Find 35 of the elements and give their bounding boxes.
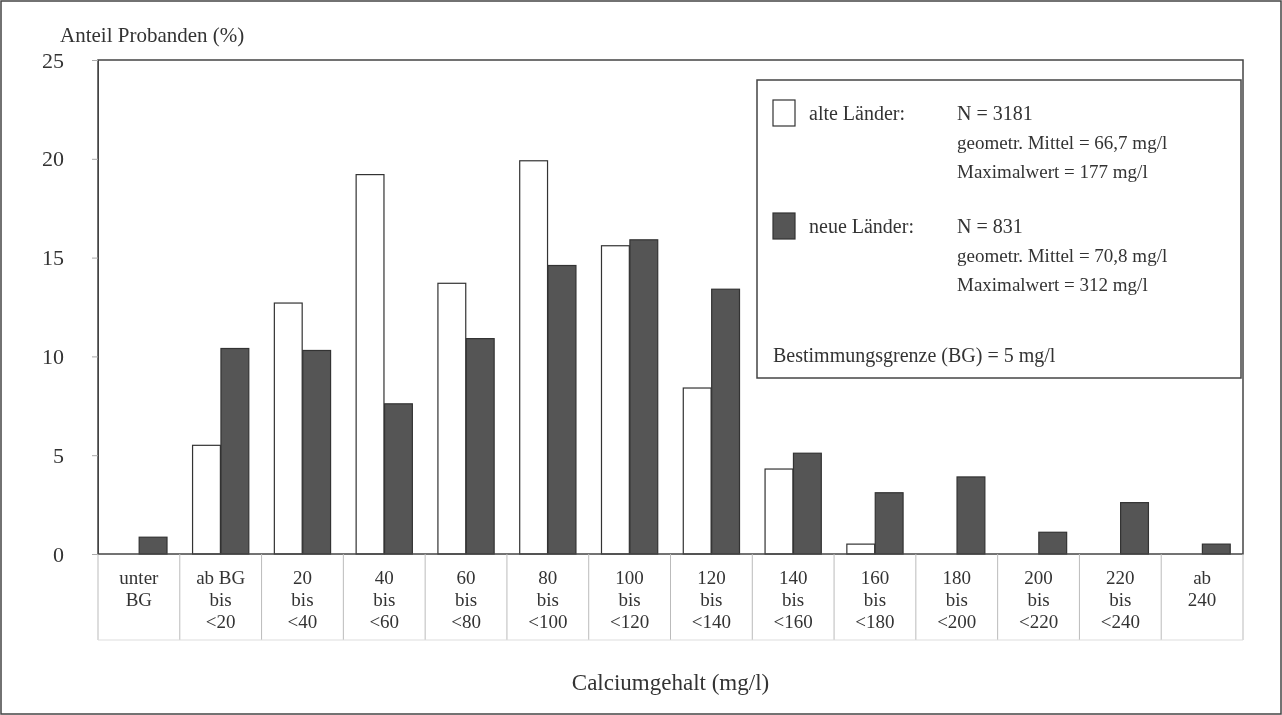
legend-label: neue Länder:	[809, 215, 914, 237]
annotation: Maximalwert = 312 mg/l	[957, 274, 1148, 295]
bar	[1201, 543, 1231, 555]
annotation: Bestimmungsgrenze (BG) = 5 mg/l	[773, 344, 1056, 367]
annotation: Maximalwert = 177 mg/l	[957, 161, 1148, 182]
x-tick-label: 220 bis <240	[1100, 567, 1140, 632]
x-tick-label: 200 bis <220	[1018, 567, 1059, 632]
x-tick-label: 120 bis <140	[691, 567, 731, 632]
y-tick-label: 0	[53, 541, 64, 567]
x-tick-label: 180 bis <200	[937, 567, 977, 632]
annotation: N = 831	[957, 215, 1023, 237]
x-tick-label: 160 bis <180	[855, 567, 895, 632]
legend-label: alte Länder:	[809, 102, 906, 124]
x-tick-label: 140 bis <160	[773, 567, 813, 632]
x-tick-label: 20 bis <40	[287, 567, 318, 632]
y-tick-label: 15	[42, 245, 64, 271]
x-tick-label: 60 bis <80	[451, 567, 481, 632]
annotation: geometr. Mittel = 66,7 mg/l	[957, 132, 1168, 153]
x-tick-label: ab BG bis <20	[196, 567, 246, 632]
annotation: N = 3181	[957, 102, 1033, 124]
annotation: geometr. Mittel = 70,8 mg/l	[957, 245, 1168, 266]
y-axis-title: Anteil Probanden (%)	[60, 23, 245, 47]
bar	[1120, 502, 1150, 555]
y-tick-label: 25	[42, 47, 64, 73]
x-axis-title: Calciumgehalt (mg/l)	[571, 670, 770, 695]
y-tick-label: 20	[42, 146, 64, 172]
bar	[956, 476, 986, 555]
x-tick-label: 80 bis <100	[528, 567, 568, 632]
y-tick-label: 10	[42, 343, 64, 369]
x-tick-label: 100 bis <120	[610, 567, 650, 632]
bar	[1038, 531, 1068, 555]
y-tick-label: 5	[53, 442, 64, 468]
x-tick-label: unter BG	[119, 567, 160, 610]
x-tick-label: ab 240	[1187, 567, 1217, 610]
x-tick-label: 40 bis <60	[369, 567, 400, 632]
